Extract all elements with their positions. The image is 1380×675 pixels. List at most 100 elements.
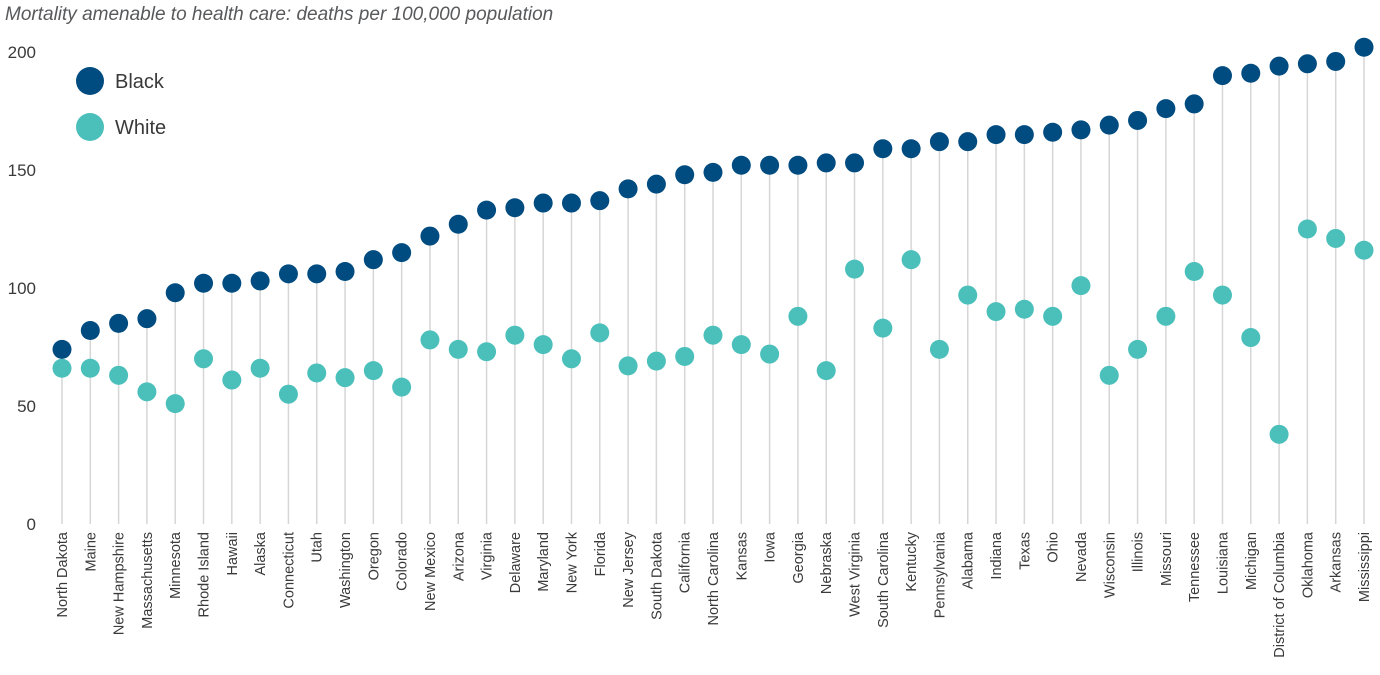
x-tick-label-delaware: Delaware bbox=[508, 532, 524, 593]
legend-label-black: Black bbox=[115, 71, 165, 93]
point-black-north-carolina bbox=[703, 162, 723, 182]
point-white-new-hampshire bbox=[109, 365, 129, 385]
point-white-hawaii bbox=[222, 370, 242, 390]
point-black-minnesota bbox=[165, 283, 185, 303]
x-tick-label-ohio: Ohio bbox=[1046, 532, 1062, 563]
point-black-oklahoma bbox=[1297, 54, 1317, 74]
point-white-indiana bbox=[986, 302, 1006, 322]
y-tick-label-100: 100 bbox=[8, 279, 36, 298]
point-white-pennsylvania bbox=[929, 339, 949, 359]
point-black-district-of-columbia bbox=[1269, 56, 1289, 76]
x-tick-label-mississippi: Mississippi bbox=[1357, 532, 1373, 602]
point-white-virginia bbox=[477, 342, 497, 362]
point-black-virginia bbox=[477, 200, 497, 220]
x-tick-label-alaska: Alaska bbox=[253, 531, 269, 575]
x-tick-label-wisconsin: Wisconsin bbox=[1102, 532, 1118, 598]
point-white-tennessee bbox=[1184, 261, 1204, 281]
x-tick-label-illinois: Illinois bbox=[1131, 532, 1147, 572]
point-white-alaska bbox=[250, 358, 270, 378]
x-tick-label-georgia: Georgia bbox=[791, 531, 807, 584]
x-tick-label-tennessee: Tennessee bbox=[1187, 532, 1203, 602]
point-white-arkansas bbox=[1326, 228, 1346, 248]
point-white-illinois bbox=[1128, 339, 1148, 359]
point-black-georgia bbox=[788, 155, 808, 175]
point-white-minnesota bbox=[165, 394, 185, 414]
x-tick-label-indiana: Indiana bbox=[989, 531, 1005, 580]
point-white-kansas bbox=[731, 335, 751, 355]
point-black-delaware bbox=[505, 198, 525, 218]
point-white-arizona bbox=[448, 339, 468, 359]
x-tick-label-oregon: Oregon bbox=[366, 532, 382, 580]
x-tick-label-minnesota: Minnesota bbox=[168, 531, 184, 599]
point-black-oregon bbox=[363, 250, 383, 270]
point-white-california bbox=[675, 346, 695, 366]
point-white-alabama bbox=[958, 285, 978, 305]
point-black-rhode-island bbox=[194, 273, 214, 293]
point-black-michigan bbox=[1241, 63, 1261, 83]
y-tick-label-0: 0 bbox=[27, 515, 36, 534]
point-white-oregon bbox=[363, 361, 383, 381]
point-black-kentucky bbox=[901, 139, 921, 159]
point-black-colorado bbox=[392, 243, 412, 263]
axis-layer: 0 50 100 150 200 North Dakota Maine New Hampshi… bbox=[8, 43, 1373, 658]
point-black-new-york bbox=[561, 193, 581, 213]
point-black-indiana bbox=[986, 125, 1006, 145]
point-black-alaska bbox=[250, 271, 270, 291]
point-white-kentucky bbox=[901, 250, 921, 270]
x-tick-label-washington: Washington bbox=[338, 532, 354, 608]
x-tick-label-new-hampshire: New Hampshire bbox=[112, 532, 128, 635]
point-black-kansas bbox=[731, 155, 751, 175]
point-white-district-of-columbia bbox=[1269, 424, 1289, 444]
point-white-michigan bbox=[1241, 328, 1261, 348]
y-tick-label-150: 150 bbox=[8, 161, 36, 180]
x-tick-label-florida: Florida bbox=[593, 531, 609, 576]
point-black-massachusetts bbox=[137, 309, 157, 329]
x-tick-label-arizona: Arizona bbox=[451, 531, 467, 581]
point-black-pennsylvania bbox=[929, 132, 949, 152]
x-tick-label-connecticut: Connecticut bbox=[281, 532, 297, 609]
point-white-north-dakota bbox=[52, 358, 72, 378]
y-tick-label-50: 50 bbox=[17, 397, 36, 416]
x-tick-label-virginia: Virginia bbox=[480, 531, 496, 580]
point-black-wisconsin bbox=[1099, 115, 1119, 135]
point-black-alabama bbox=[958, 132, 978, 152]
point-white-connecticut bbox=[278, 384, 298, 404]
point-white-washington bbox=[335, 368, 355, 388]
x-tick-label-north-dakota: North Dakota bbox=[55, 531, 71, 617]
point-white-nevada bbox=[1071, 276, 1091, 296]
point-black-maine bbox=[80, 320, 100, 340]
x-tick-label-north-carolina: North Carolina bbox=[706, 531, 722, 625]
x-tick-label-alabama: Alabama bbox=[961, 531, 977, 589]
x-tick-label-michigan: Michigan bbox=[1244, 532, 1260, 590]
point-white-maine bbox=[80, 358, 100, 378]
x-tick-label-missouri: Missouri bbox=[1159, 532, 1175, 586]
point-black-arkansas bbox=[1326, 51, 1346, 71]
point-white-rhode-island bbox=[194, 349, 214, 369]
x-tick-label-pennsylvania: Pennsylvania bbox=[932, 531, 948, 618]
point-black-texas bbox=[1014, 125, 1034, 145]
point-black-louisiana bbox=[1212, 66, 1232, 86]
point-white-south-carolina bbox=[873, 318, 893, 338]
x-tick-label-nebraska: Nebraska bbox=[819, 531, 835, 594]
point-black-mississippi bbox=[1354, 37, 1374, 57]
point-white-missouri bbox=[1156, 306, 1176, 326]
point-black-west-virginia bbox=[845, 153, 865, 173]
x-tick-label-maine: Maine bbox=[83, 532, 99, 572]
point-black-hawaii bbox=[222, 273, 242, 293]
point-white-utah bbox=[307, 363, 327, 383]
point-black-arizona bbox=[448, 214, 468, 234]
legend-marker-black bbox=[76, 67, 104, 95]
point-white-new-mexico bbox=[420, 330, 440, 350]
point-white-west-virginia bbox=[845, 259, 865, 279]
x-tick-label-rhode-island: Rhode Island bbox=[197, 532, 213, 617]
point-black-maryland bbox=[533, 193, 553, 213]
point-black-new-jersey bbox=[618, 179, 638, 199]
point-white-nebraska bbox=[816, 361, 836, 381]
x-tick-label-california: California bbox=[678, 531, 694, 593]
point-black-california bbox=[675, 165, 695, 185]
x-tick-label-utah: Utah bbox=[310, 532, 326, 563]
x-tick-label-massachusetts: Massachusetts bbox=[140, 532, 156, 629]
point-white-maryland bbox=[533, 335, 553, 355]
